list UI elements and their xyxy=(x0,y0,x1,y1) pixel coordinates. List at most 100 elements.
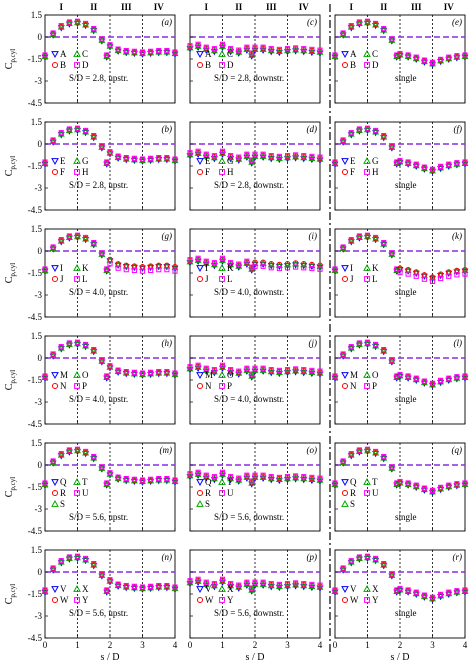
legend-label: F xyxy=(350,167,355,177)
legend-marker xyxy=(73,263,81,271)
data-point xyxy=(252,44,258,50)
data-point xyxy=(260,579,266,585)
data-point xyxy=(114,474,122,482)
panel-caption: S/D = 2.8, upstr. xyxy=(69,73,128,83)
data-point xyxy=(65,447,73,455)
data-point xyxy=(396,158,404,165)
x-tick-label: 3 xyxy=(430,640,435,650)
legend-marker xyxy=(341,596,349,604)
data-point xyxy=(156,368,162,375)
data-point xyxy=(412,590,420,597)
data-point xyxy=(372,556,380,563)
data-point xyxy=(356,19,362,25)
data-point xyxy=(340,458,346,464)
data-point xyxy=(104,587,110,593)
panel-letter: (p) xyxy=(307,552,318,562)
panel-i xyxy=(186,228,324,318)
data-point xyxy=(148,155,154,161)
data-point xyxy=(172,584,178,590)
data-point xyxy=(405,480,411,486)
data-point xyxy=(123,582,129,589)
data-point xyxy=(317,266,323,272)
data-point xyxy=(99,357,105,363)
data-point xyxy=(107,577,113,583)
legend-label: W xyxy=(205,595,214,605)
data-point xyxy=(122,155,130,162)
region-label-III: III xyxy=(411,2,422,12)
data-point xyxy=(244,151,250,157)
data-point xyxy=(42,480,48,486)
data-point xyxy=(462,271,468,277)
legend-marker xyxy=(196,596,204,604)
data-point xyxy=(388,571,396,578)
legend-marker xyxy=(74,62,80,68)
data-point xyxy=(373,341,379,348)
x-tick-label: 2 xyxy=(253,640,258,650)
data-point xyxy=(445,590,453,597)
data-point xyxy=(372,21,380,28)
data-point xyxy=(65,340,73,348)
data-point xyxy=(104,373,110,379)
y-tick-label: 0 xyxy=(38,139,43,149)
data-point xyxy=(219,469,226,475)
data-point xyxy=(74,232,81,238)
y-tick-label: 1.5 xyxy=(31,331,43,341)
data-point xyxy=(41,373,49,381)
legend-label: I xyxy=(60,263,63,273)
data-point xyxy=(429,167,436,174)
legend-marker xyxy=(51,61,59,69)
data-point xyxy=(211,367,217,373)
region-label-II: II xyxy=(235,2,243,12)
data-point xyxy=(211,260,217,266)
data-point xyxy=(388,250,396,257)
data-point xyxy=(453,588,461,595)
data-point xyxy=(42,266,48,272)
data-point xyxy=(58,558,64,564)
data-point xyxy=(107,149,113,155)
y-tick-label: 0 xyxy=(38,460,43,470)
data-point xyxy=(123,154,129,161)
legend-label: V xyxy=(350,584,357,594)
data-point xyxy=(412,483,420,490)
legend-label: V xyxy=(60,584,67,594)
legend-label: G xyxy=(227,156,234,166)
data-point xyxy=(260,44,266,50)
data-point xyxy=(437,57,445,64)
data-point xyxy=(103,52,111,60)
panel-caption: single xyxy=(395,73,417,83)
data-point xyxy=(276,265,282,272)
data-point xyxy=(404,52,412,60)
data-point xyxy=(413,375,419,381)
data-point xyxy=(98,36,106,43)
data-point xyxy=(155,583,163,590)
panel-letter: (m) xyxy=(160,445,173,455)
legend-label: A xyxy=(205,49,212,59)
data-point xyxy=(453,160,461,167)
data-point xyxy=(404,587,412,595)
y-axis-label: Cp,cyl xyxy=(4,584,17,605)
data-point xyxy=(42,52,48,58)
data-point xyxy=(348,344,354,350)
legend-marker xyxy=(218,584,226,592)
y-tick-label: -3 xyxy=(35,290,43,300)
data-point xyxy=(332,52,338,58)
panel-letter: (g) xyxy=(162,231,173,241)
data-point xyxy=(74,339,81,345)
data-point xyxy=(356,447,362,453)
data-point xyxy=(83,20,89,27)
data-point xyxy=(372,449,380,456)
data-point xyxy=(114,46,122,54)
data-point xyxy=(446,589,452,595)
data-point xyxy=(130,477,138,484)
data-point xyxy=(164,582,170,589)
data-point xyxy=(203,472,209,478)
panel-caption: S/D = 4.0, downstr. xyxy=(214,394,284,404)
legend-marker xyxy=(196,158,204,166)
data-point xyxy=(364,232,371,238)
legend-marker xyxy=(218,263,226,271)
legend-marker xyxy=(341,489,349,497)
data-point xyxy=(187,257,193,263)
data-point xyxy=(397,270,403,276)
data-point xyxy=(148,583,154,589)
panel-letter: (j) xyxy=(309,338,318,348)
